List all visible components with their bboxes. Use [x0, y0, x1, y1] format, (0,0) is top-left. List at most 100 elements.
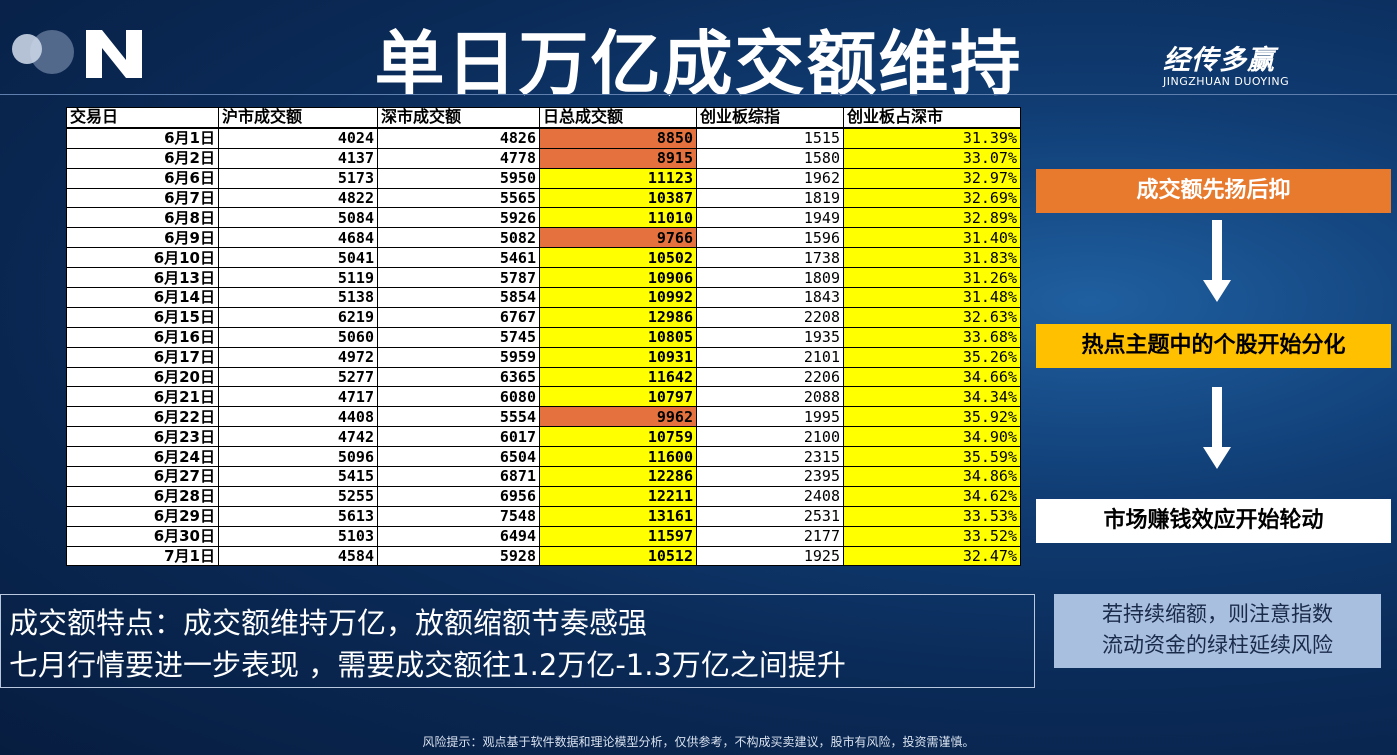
cell-sz: 5928 [377, 545, 540, 567]
company-logo [12, 26, 152, 86]
callout-box-2: 热点主题中的个股开始分化 [1036, 324, 1391, 368]
cell-pct: 35.59% [843, 446, 1021, 468]
table-row: 6月24日 5096 6504 11600 2315 35.59% [66, 446, 1021, 468]
cell-sz: 4778 [377, 147, 540, 169]
cell-gem: 2177 [696, 525, 844, 547]
summary-line-2: 七月行情要进一步表现 ，需要成交额往1.2万亿-1.3万亿之间提升 [9, 648, 846, 682]
cell-date: 6月17日 [66, 346, 219, 368]
cell-pct: 31.40% [843, 227, 1021, 249]
risk-note-box: 若持续缩额，则注意指数 流动资金的绿柱延续风险 [1054, 594, 1381, 668]
cell-gem: 1738 [696, 247, 844, 269]
cell-pct: 31.83% [843, 247, 1021, 269]
cell-date: 6月8日 [66, 207, 219, 229]
cell-sh: 5096 [218, 446, 378, 468]
table-row: 6月8日 5084 5926 11010 1949 32.89% [66, 207, 1021, 229]
cell-gem: 1995 [696, 406, 844, 428]
cell-sz: 6956 [377, 485, 540, 507]
arrow-down-icon [1203, 387, 1231, 469]
table-row: 6月14日 5138 5854 10992 1843 31.48% [66, 287, 1021, 308]
cell-pct: 34.90% [843, 426, 1021, 448]
cell-gem: 2531 [696, 505, 844, 527]
cell-total: 11010 [539, 207, 697, 229]
header-sh: 沪市成交额 [218, 106, 378, 129]
cell-pct: 34.34% [843, 386, 1021, 408]
cell-date: 6月16日 [66, 326, 219, 348]
cell-total: 13161 [539, 505, 697, 527]
cell-date: 6月27日 [66, 466, 219, 487]
cell-pct: 32.69% [843, 187, 1021, 209]
table-row: 6月28日 5255 6956 12211 2408 34.62% [66, 485, 1021, 507]
cell-gem: 1843 [696, 287, 844, 308]
cell-pct: 31.39% [843, 127, 1021, 149]
cell-pct: 32.97% [843, 167, 1021, 189]
cell-sh: 5415 [218, 466, 378, 487]
brand-name: 经传多赢 [1163, 45, 1275, 76]
cell-total: 8850 [539, 127, 697, 149]
cell-sz: 5959 [377, 346, 540, 368]
cell-date: 6月22日 [66, 406, 219, 428]
table-row: 6月7日 4822 5565 10387 1819 32.69% [66, 187, 1021, 209]
cell-pct: 32.63% [843, 306, 1021, 328]
table-row: 6月13日 5119 5787 10906 1809 31.26% [66, 267, 1021, 289]
cell-date: 6月2日 [66, 147, 219, 169]
cell-total: 10931 [539, 346, 697, 368]
cell-date: 7月1日 [66, 545, 219, 567]
cell-pct: 34.66% [843, 366, 1021, 388]
page-title: 单日万亿成交额维持 [374, 23, 1023, 105]
cell-sh: 5138 [218, 287, 378, 308]
cell-pct: 35.92% [843, 406, 1021, 428]
cell-date: 6月30日 [66, 525, 219, 547]
table-row: 6月27日 5415 6871 12286 2395 34.86% [66, 466, 1021, 487]
cell-sh: 4822 [218, 187, 378, 209]
cell-total: 12286 [539, 466, 697, 487]
cell-total: 11597 [539, 525, 697, 547]
cell-sh: 5041 [218, 247, 378, 269]
cell-total: 10502 [539, 247, 697, 269]
cell-sh: 4408 [218, 406, 378, 428]
cell-gem: 1596 [696, 227, 844, 249]
brand-subtitle: JINGZHUAN DUOYING [1163, 75, 1290, 88]
cell-sh: 5084 [218, 207, 378, 229]
cell-sh: 4024 [218, 127, 378, 149]
cell-sz: 5854 [377, 287, 540, 308]
table-row: 6月1日 4024 4826 8850 1515 31.39% [66, 127, 1021, 149]
table-row: 7月1日 4584 5928 10512 1925 32.47% [66, 545, 1021, 567]
cell-pct: 34.62% [843, 485, 1021, 507]
cell-gem: 2206 [696, 366, 844, 388]
header-sz: 深市成交额 [377, 106, 540, 129]
cell-total: 10906 [539, 267, 697, 289]
cell-pct: 31.26% [843, 267, 1021, 289]
cell-gem: 1580 [696, 147, 844, 169]
table-row: 6月9日 4684 5082 9766 1596 31.40% [66, 227, 1021, 249]
cell-date: 6月1日 [66, 127, 219, 149]
cell-date: 6月20日 [66, 366, 219, 388]
cell-pct: 32.89% [843, 207, 1021, 229]
cell-total: 12986 [539, 306, 697, 328]
cell-total: 11123 [539, 167, 697, 189]
header-gem: 创业板综指 [696, 106, 844, 129]
cell-pct: 33.07% [843, 147, 1021, 169]
cell-total: 11642 [539, 366, 697, 388]
cell-sz: 5565 [377, 187, 540, 209]
cell-date: 6月6日 [66, 167, 219, 189]
cell-gem: 2100 [696, 426, 844, 448]
cell-pct: 31.48% [843, 287, 1021, 308]
cell-total: 11600 [539, 446, 697, 468]
cell-date: 6月28日 [66, 485, 219, 507]
disclaimer: 风险提示：观点基于软件数据和理论模型分析，仅供参考，不构成买卖建议，股市有风险，… [422, 735, 975, 749]
cell-sz: 5554 [377, 406, 540, 428]
cell-total: 10387 [539, 187, 697, 209]
cell-gem: 2395 [696, 466, 844, 487]
cell-date: 6月15日 [66, 306, 219, 328]
cell-sh: 6219 [218, 306, 378, 328]
risk-note-line-2: 流动资金的绿柱延续风险 [1102, 633, 1333, 657]
table-body: 6月1日 4024 4826 8850 1515 31.39% 6月2日 4137 4778 89… [66, 127, 1021, 567]
cell-sh: 5103 [218, 525, 378, 547]
cell-sh: 4684 [218, 227, 378, 249]
cell-pct: 33.53% [843, 505, 1021, 527]
cell-sh: 5119 [218, 267, 378, 289]
table-row: 6月6日 5173 5950 11123 1962 32.97% [66, 167, 1021, 189]
cell-date: 6月29日 [66, 505, 219, 527]
cell-gem: 1809 [696, 267, 844, 289]
table-row: 6月23日 4742 6017 10759 2100 34.90% [66, 426, 1021, 448]
